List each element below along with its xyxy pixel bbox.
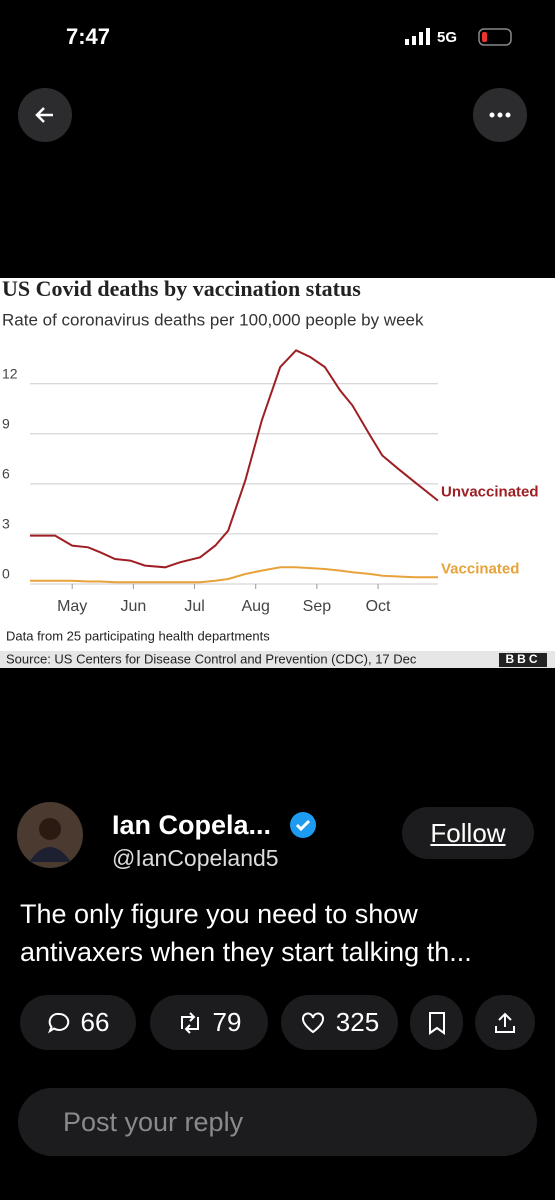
reply-count: 66	[80, 1007, 110, 1037]
like-button[interactable]: 325	[281, 995, 398, 1050]
chart-title: US Covid deaths by vaccination status	[2, 278, 361, 301]
x-tick-label: Sep	[303, 598, 332, 615]
more-button[interactable]	[473, 88, 527, 142]
repost-button[interactable]: 79	[150, 995, 268, 1050]
chart-subtitle: Rate of coronavirus deaths per 100,000 p…	[2, 310, 424, 329]
series-label: Unvaccinated	[441, 484, 539, 501]
network: 5G	[437, 29, 457, 46]
like-icon	[301, 1011, 324, 1033]
y-tick-label: 0	[2, 566, 10, 582]
status-icons: 5G	[405, 28, 512, 46]
x-tick-label: Jul	[184, 598, 204, 615]
x-tick-label: Jun	[120, 598, 146, 615]
chart-note: Data from 25 participating health depart…	[6, 628, 270, 643]
reply-icon	[47, 1012, 69, 1033]
like-count: 325	[335, 1007, 380, 1037]
series-label: Vaccinated	[441, 560, 519, 577]
y-tick-label: 12	[2, 365, 18, 381]
bookmark-button[interactable]	[410, 995, 463, 1050]
time: 7:47	[66, 24, 111, 49]
bookmark-icon	[428, 1011, 445, 1035]
reply-button[interactable]: 66	[20, 995, 136, 1050]
chart: US Covid deaths by vaccination status Ra…	[0, 278, 555, 668]
author-name[interactable]: Ian Copela...	[112, 810, 272, 840]
verified-badge	[290, 812, 316, 838]
chart-source: Source: US Centers for Disease Control a…	[6, 651, 417, 666]
author-handle: @IanCopeland5	[112, 845, 279, 871]
y-tick-label: 9	[2, 415, 10, 431]
x-tick-label: Oct	[366, 598, 391, 615]
series-line	[30, 566, 438, 584]
logo: BBC	[506, 652, 541, 666]
back-button[interactable]	[18, 88, 72, 142]
repost-count: 79	[212, 1007, 242, 1037]
avatar[interactable]	[17, 802, 83, 868]
share-icon	[495, 1012, 515, 1033]
y-tick-label: 3	[2, 516, 10, 532]
share-button[interactable]	[475, 995, 535, 1050]
post-text: The only figure you need to show antivax…	[20, 899, 472, 967]
x-tick-label: May	[57, 598, 87, 615]
x-tick-label: Aug	[241, 598, 269, 615]
series-line	[30, 349, 439, 569]
follow-button[interactable]: Follow	[402, 807, 534, 859]
y-tick-label: 6	[2, 466, 10, 482]
repost-icon	[180, 1011, 199, 1034]
reply-input[interactable]: Post your reply	[18, 1088, 537, 1156]
